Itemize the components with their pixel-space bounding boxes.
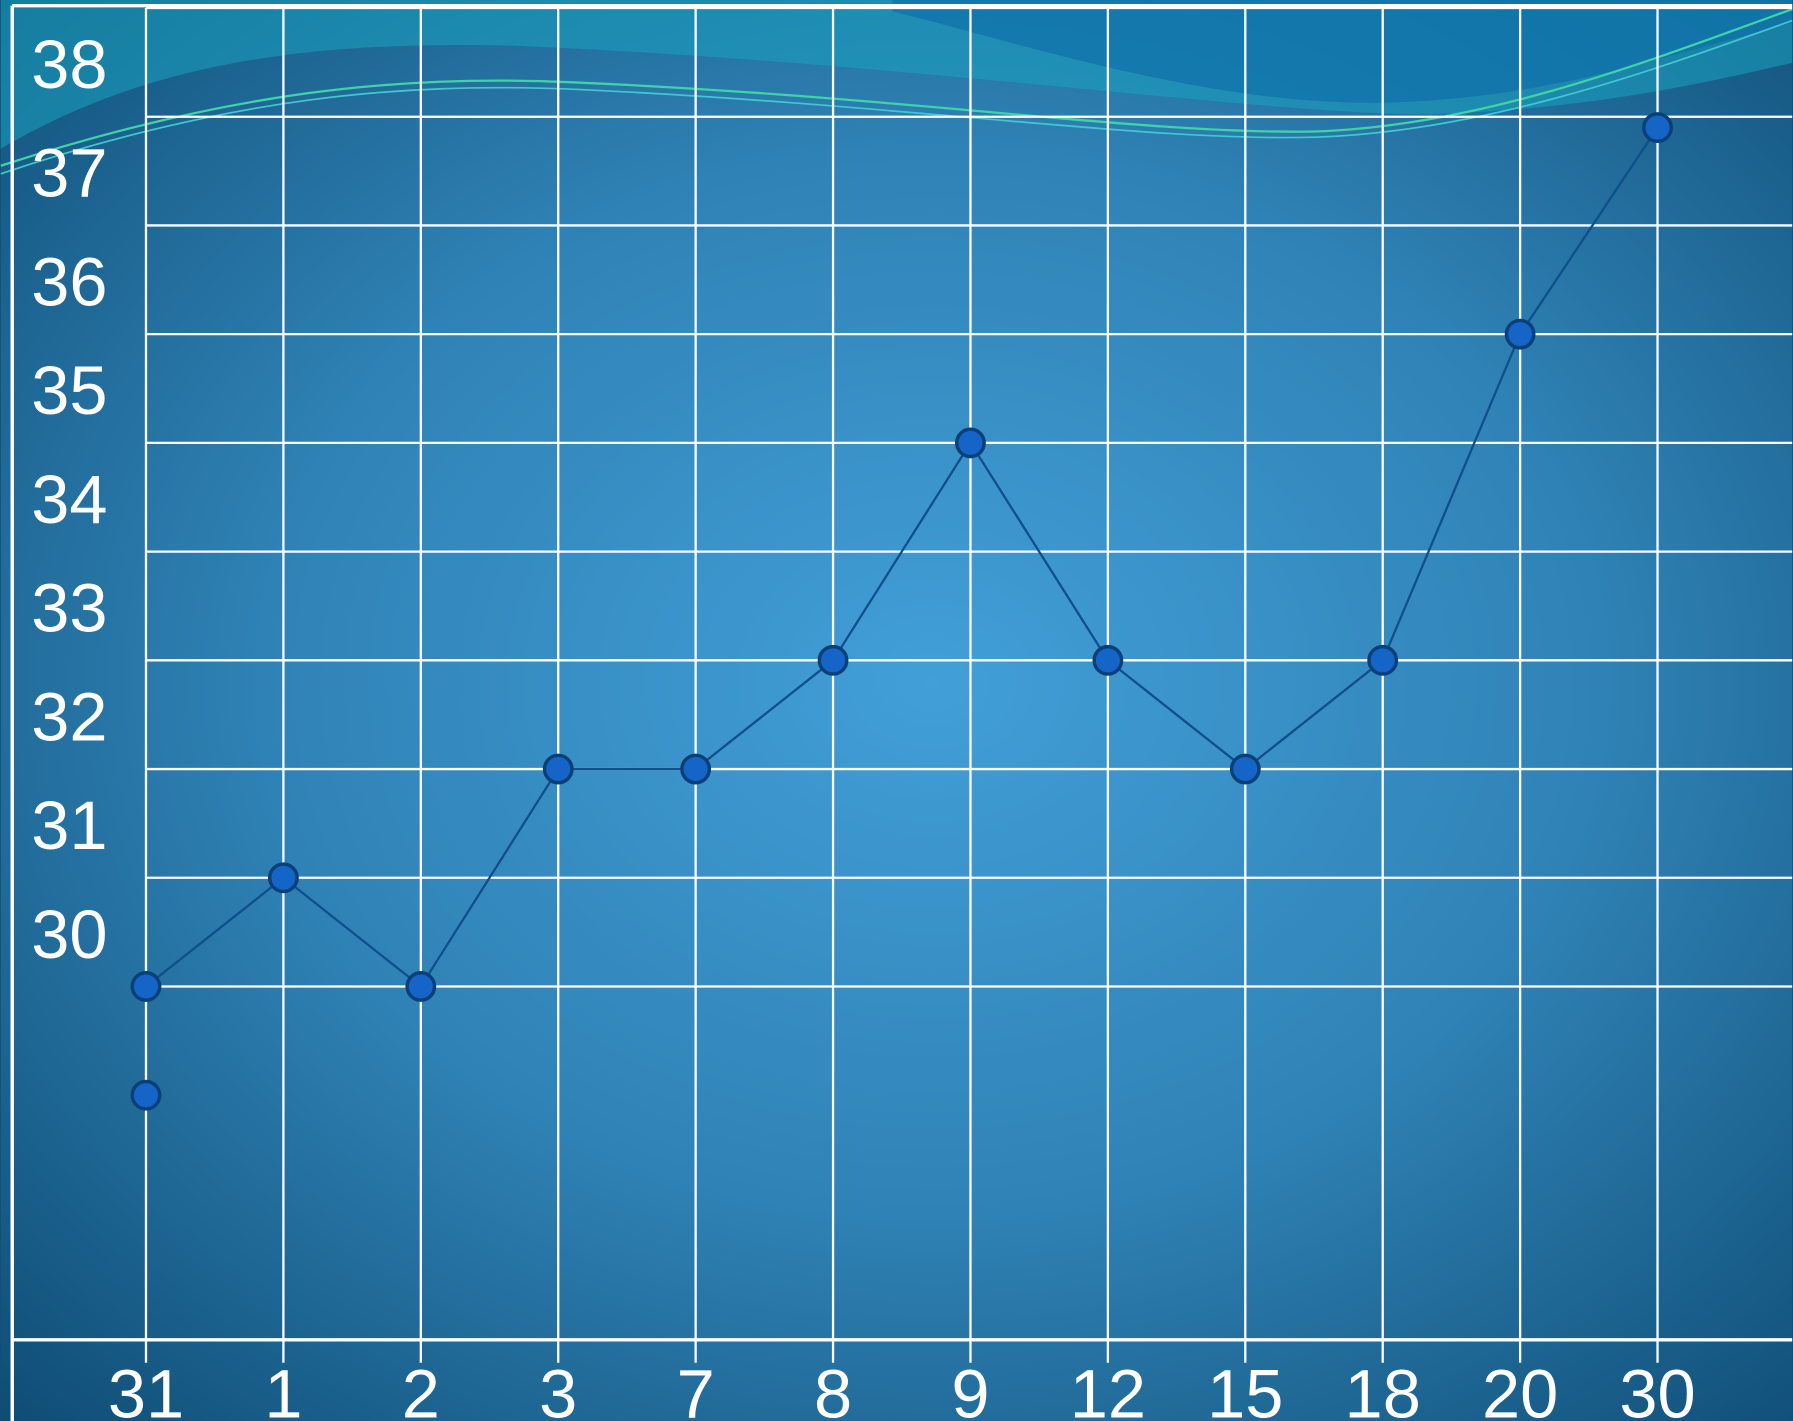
x-tick-label: 15 [1207, 1356, 1283, 1421]
y-tick-label: 33 [31, 570, 107, 647]
x-tick-label: 20 [1482, 1356, 1558, 1421]
point [819, 647, 846, 674]
x-tick-label: 12 [1070, 1356, 1146, 1421]
y-tick-label: 35 [31, 352, 107, 429]
background [1, 0, 1792, 1421]
point [132, 1081, 159, 1108]
chart: 303132333435363738311237891215182030 [0, 0, 1793, 1421]
x-tick-label: 8 [814, 1356, 852, 1421]
point [545, 755, 572, 782]
point [132, 973, 159, 1000]
x-tick-label: 7 [677, 1356, 715, 1421]
point [682, 755, 709, 782]
x-tick-label: 1 [264, 1356, 302, 1421]
page: {"chart_data": { "type": "line", "catego… [0, 0, 1793, 1421]
point [1232, 755, 1259, 782]
y-tick-label: 36 [31, 243, 107, 320]
x-tick-label: 9 [951, 1356, 989, 1421]
y-tick-label: 32 [31, 678, 107, 755]
point [1644, 114, 1671, 141]
point [407, 973, 434, 1000]
point [957, 429, 984, 456]
y-tick-label: 38 [31, 26, 107, 103]
y-tick-label: 37 [31, 135, 107, 212]
x-tick-label: 30 [1619, 1356, 1695, 1421]
y-tick-label: 30 [31, 896, 107, 973]
x-tick-label: 3 [539, 1356, 577, 1421]
x-tick-label: 18 [1345, 1356, 1421, 1421]
point [270, 864, 297, 891]
point [1369, 647, 1396, 674]
y-tick-label: 34 [31, 461, 107, 538]
x-tick-label: 2 [402, 1356, 440, 1421]
y-tick-label: 31 [31, 787, 107, 864]
x-tick-label: 31 [108, 1356, 184, 1421]
point [1506, 320, 1533, 347]
point [1094, 647, 1121, 674]
